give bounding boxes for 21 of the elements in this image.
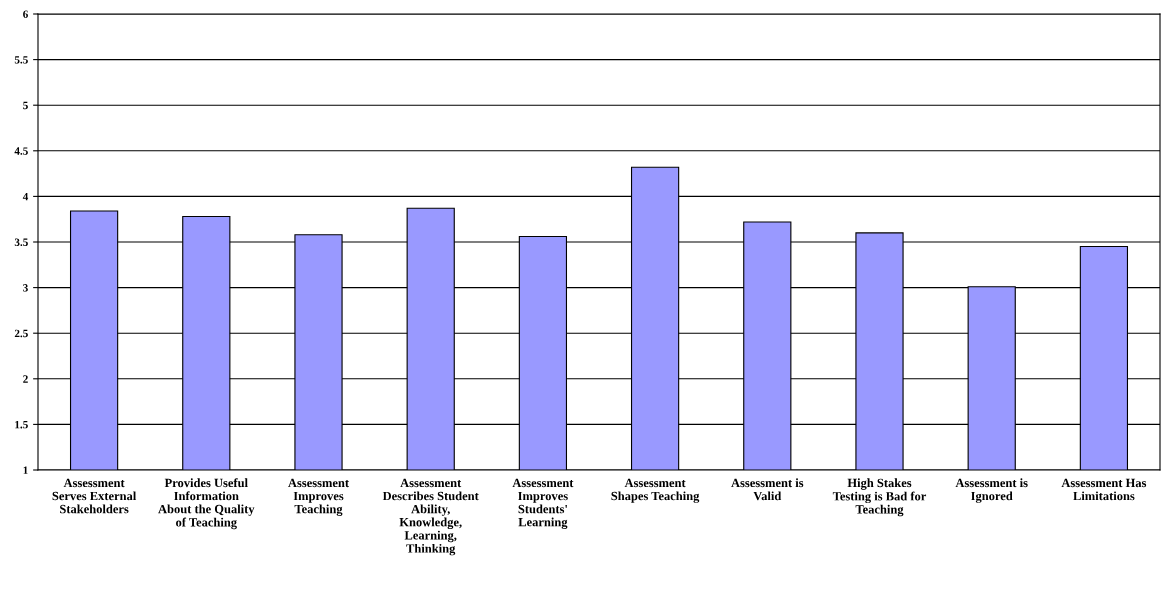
y-tick-label: 5 bbox=[23, 101, 28, 110]
x-tick-label: Assessment Shapes Teaching bbox=[611, 478, 700, 503]
x-tick-label: Assessment Has Limitations bbox=[1061, 478, 1147, 501]
y-tick-label: 4 bbox=[22, 192, 29, 201]
x-tick-label: Assessment is Ignored bbox=[955, 478, 1028, 503]
x-tick-label: Provides Useful Information About the Quality of Teaching bbox=[158, 478, 255, 530]
x-tick-label: Assessment Improves Students' Learning bbox=[512, 478, 574, 529]
y-tick-label: 1 bbox=[23, 466, 28, 474]
x-tick-label: Assessment Improves Teaching bbox=[288, 478, 349, 516]
y-tick-label: 6 bbox=[23, 10, 28, 18]
x-tick-label: High Stakes Testing is Bad for Teaching bbox=[832, 478, 927, 517]
y-tick-label: 2.5 bbox=[14, 329, 28, 338]
y-tick-label: 3.5 bbox=[14, 238, 28, 247]
y-tick-label: 1.5 bbox=[15, 420, 28, 429]
x-tick-label: Assessment Describes Student Ability, Knowledge, Learning, Thinking bbox=[382, 478, 479, 556]
y-tick-label: 2 bbox=[23, 375, 28, 383]
x-tick-label: Assessment is Valid bbox=[731, 478, 804, 501]
y-tick-label: 4.5 bbox=[14, 147, 28, 155]
x-tick-label: Assessment Serves External Stakeholders bbox=[52, 478, 137, 514]
y-tick-label: 5.5 bbox=[14, 56, 28, 64]
y-tick-label: 3 bbox=[23, 284, 28, 292]
